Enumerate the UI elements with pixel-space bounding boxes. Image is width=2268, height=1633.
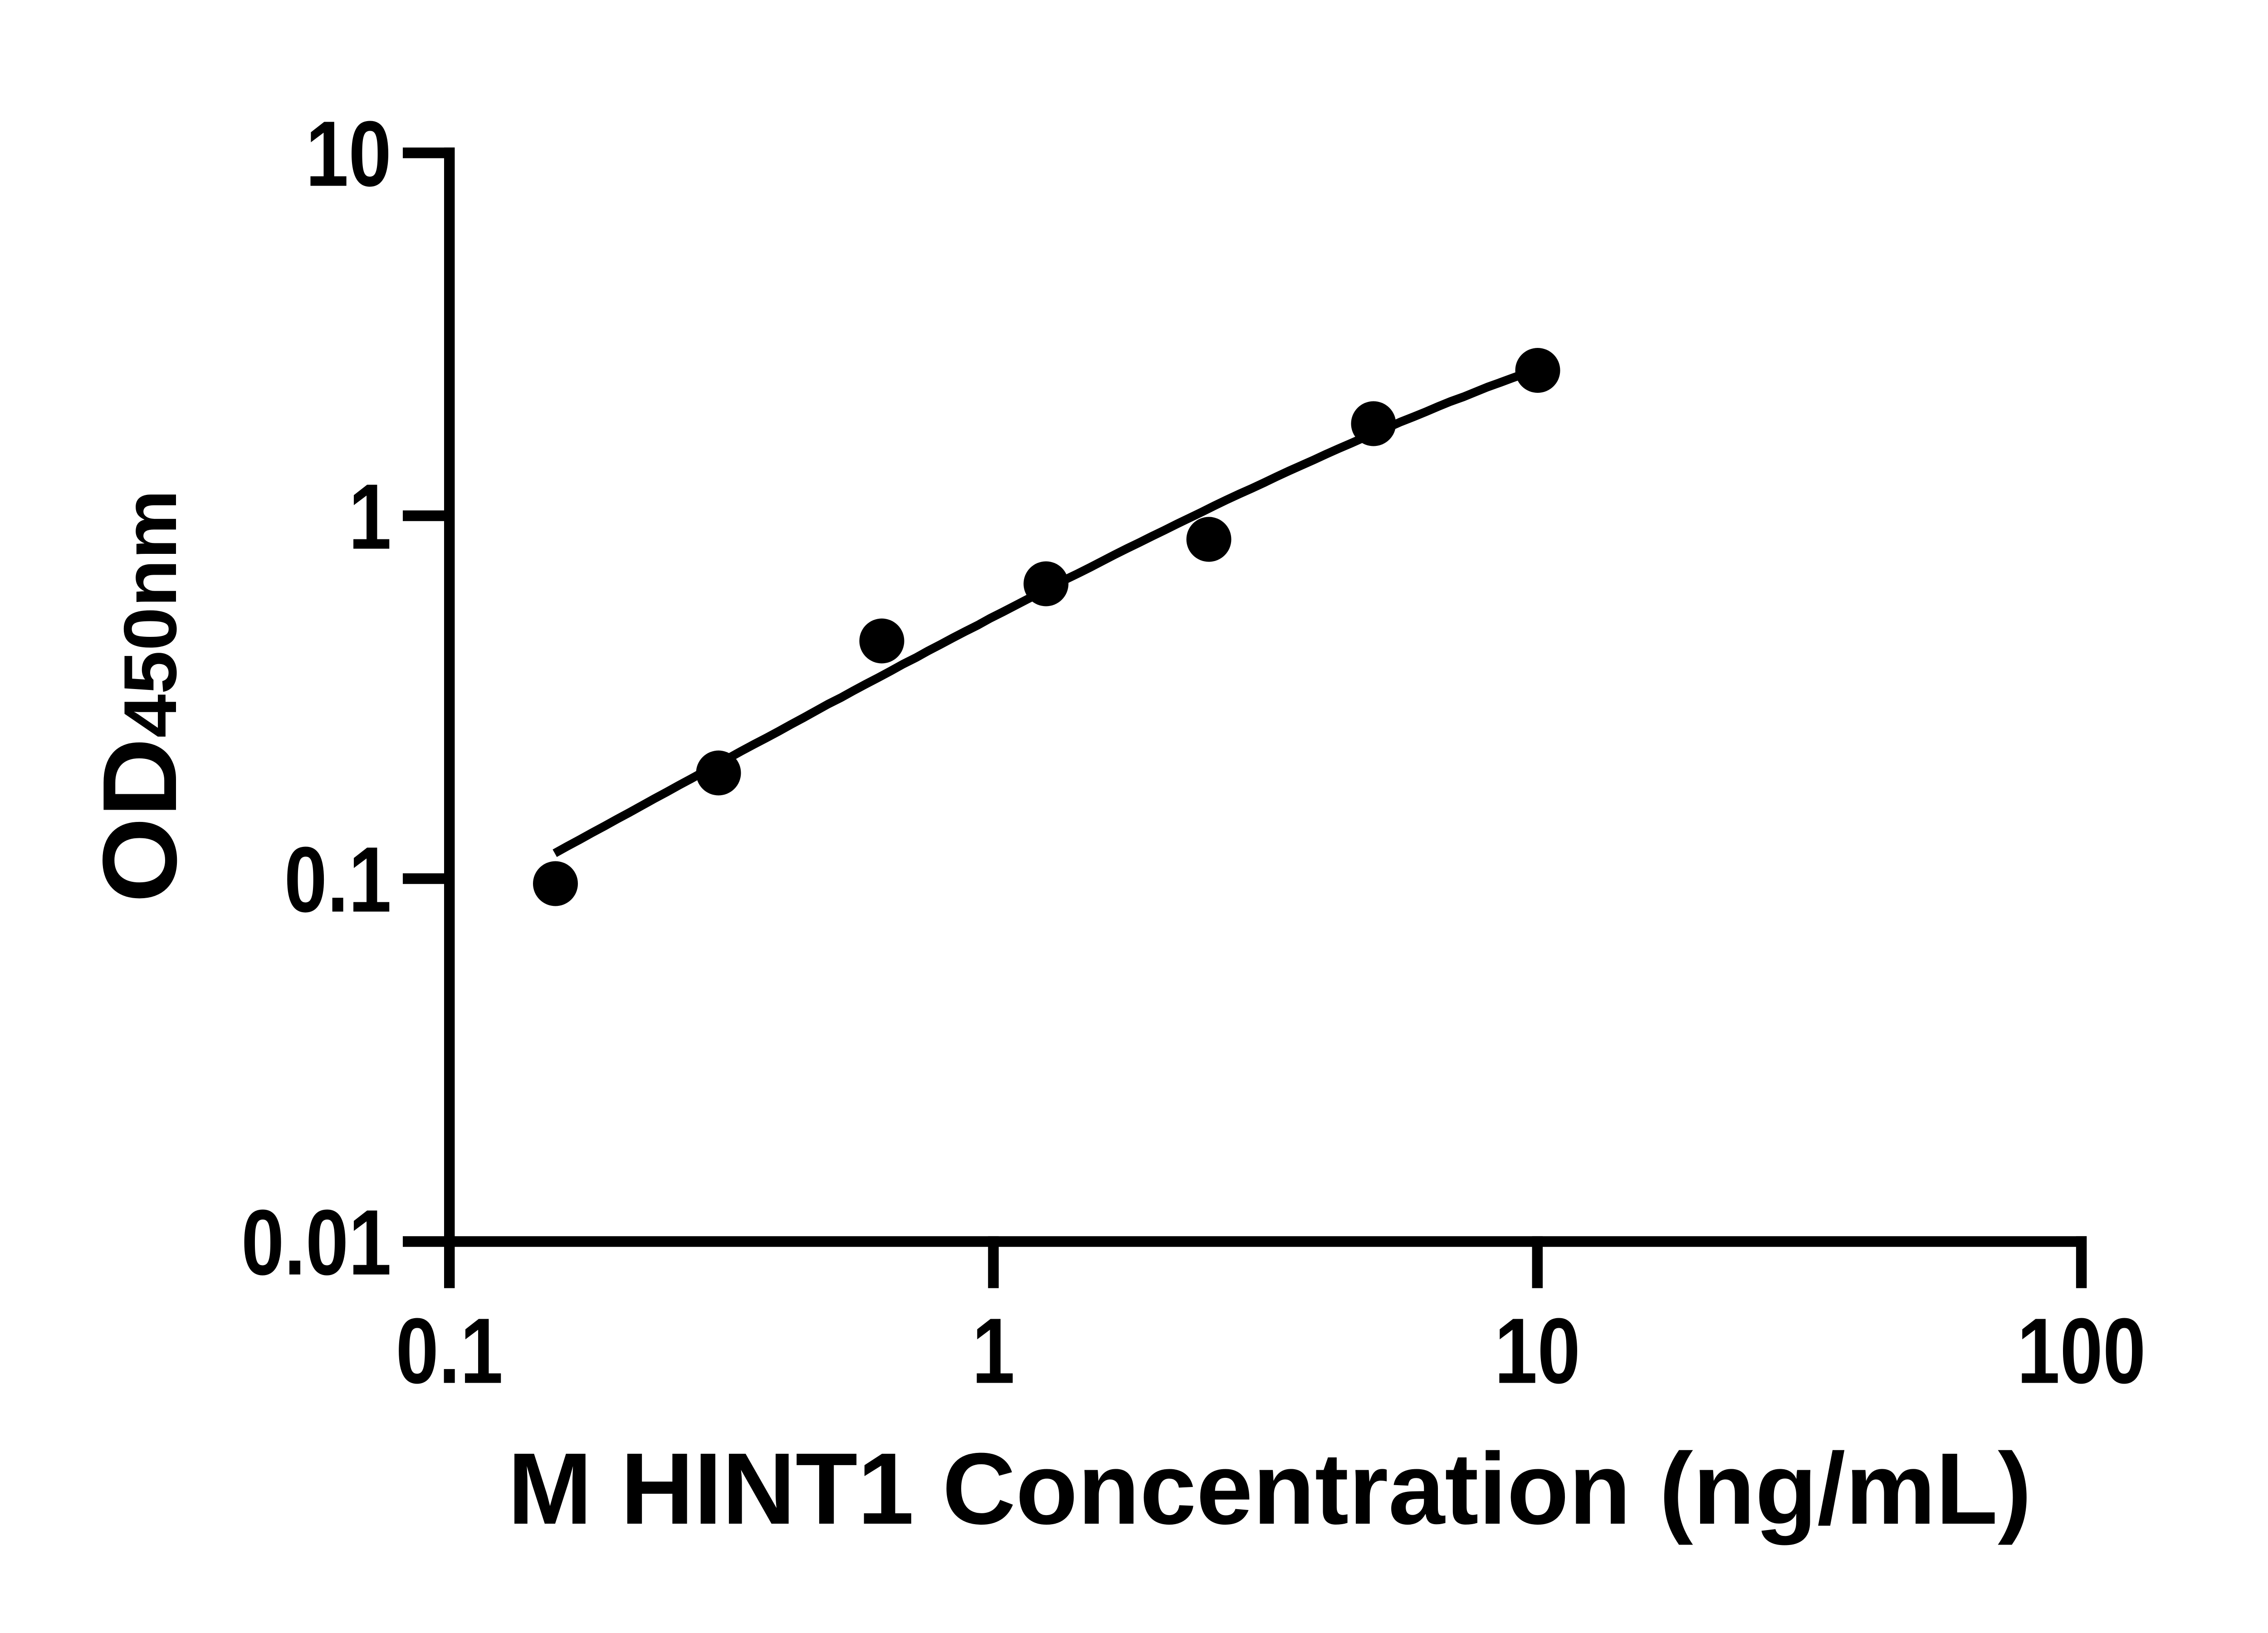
svg-text:M HINT1 Concentration (ng/mL): M HINT1 Concentration (ng/mL): [508, 1432, 2032, 1545]
svg-text:10: 10: [306, 102, 391, 206]
svg-text:10: 10: [1495, 1299, 1580, 1403]
svg-text:0.1: 0.1: [396, 1299, 503, 1403]
svg-text:1: 1: [972, 1299, 1015, 1403]
svg-text:OD450nm: OD450nm: [81, 490, 199, 903]
svg-text:0.01: 0.01: [241, 1190, 391, 1295]
svg-text:0.1: 0.1: [284, 827, 391, 932]
svg-text:100: 100: [2017, 1299, 2146, 1403]
svg-text:1: 1: [348, 464, 391, 569]
